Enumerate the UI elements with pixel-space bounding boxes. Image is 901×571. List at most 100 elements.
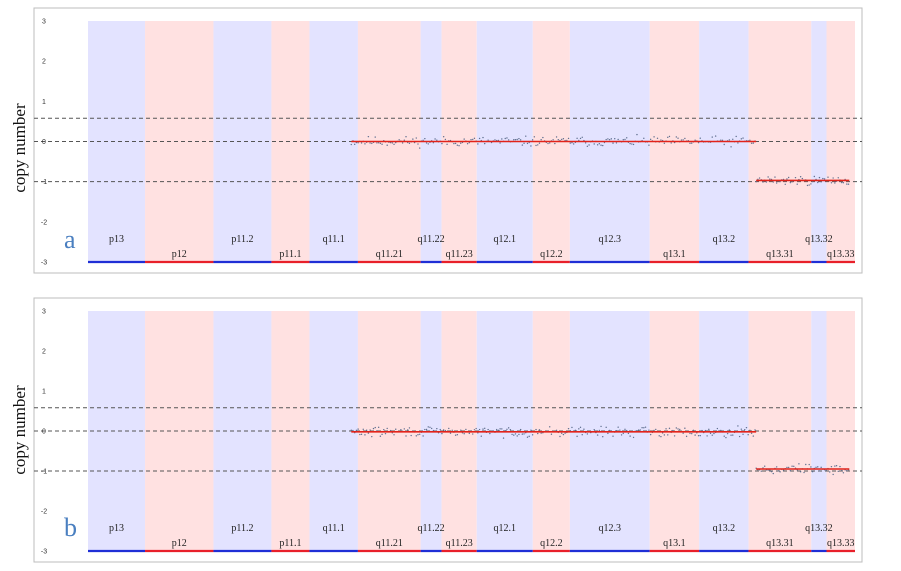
data-point — [842, 472, 845, 474]
data-point — [400, 429, 402, 431]
data-point — [622, 139, 624, 141]
data-point — [711, 136, 713, 138]
band-p11.2 — [213, 311, 272, 551]
y-tick-label: 1 — [42, 99, 46, 106]
data-point — [701, 429, 703, 432]
data-point — [480, 435, 482, 437]
data-point — [682, 432, 684, 434]
data-point — [837, 470, 839, 473]
data-point — [706, 435, 708, 437]
data-point — [477, 143, 479, 145]
data-point — [596, 144, 599, 146]
data-point — [818, 470, 821, 472]
data-point — [791, 181, 793, 183]
data-point — [675, 136, 678, 138]
data-point — [600, 144, 602, 146]
band-label-q12.1: q12.1 — [494, 523, 517, 534]
data-point — [525, 135, 527, 137]
data-point — [501, 428, 503, 430]
data-point — [578, 428, 580, 430]
data-point — [560, 432, 563, 434]
data-point — [531, 434, 534, 436]
data-point — [571, 426, 573, 429]
data-point — [806, 184, 809, 187]
data-point — [723, 435, 725, 437]
data-point — [466, 142, 469, 145]
band-label-q13.32: q13.32 — [805, 234, 833, 245]
data-point — [456, 144, 459, 146]
y-tick-label: 2 — [42, 349, 46, 356]
band-label-p12: p12 — [172, 249, 187, 260]
data-point — [709, 432, 712, 435]
data-point — [663, 434, 666, 436]
data-point — [649, 433, 652, 436]
data-point — [614, 138, 616, 140]
data-point — [752, 142, 755, 144]
data-point — [782, 469, 785, 471]
data-point — [422, 139, 424, 142]
data-point — [432, 429, 435, 432]
data-point — [360, 433, 363, 436]
band-label-p11.1: p11.1 — [279, 538, 301, 549]
data-point — [636, 133, 638, 136]
data-point — [752, 435, 755, 437]
data-point — [412, 138, 414, 140]
data-point — [557, 139, 559, 141]
data-point — [737, 142, 739, 144]
data-point — [598, 429, 601, 432]
data-point — [514, 433, 517, 435]
band-label-q13.31: q13.31 — [766, 538, 794, 549]
data-point — [365, 429, 368, 431]
band-label-q12.3: q12.3 — [599, 234, 622, 245]
data-point — [644, 426, 647, 428]
data-point — [364, 143, 366, 145]
data-point — [720, 139, 722, 141]
data-point — [458, 144, 460, 147]
data-point — [350, 429, 352, 431]
data-point — [629, 435, 631, 437]
data-point — [593, 143, 595, 145]
data-point — [386, 144, 388, 146]
data-point — [699, 434, 701, 437]
data-point — [357, 142, 359, 144]
data-point — [607, 138, 609, 140]
data-point — [762, 181, 764, 183]
data-point — [725, 436, 727, 439]
data-point — [677, 137, 679, 139]
data-point — [798, 463, 800, 465]
band-label-q11.22: q11.22 — [418, 523, 445, 534]
data-point — [449, 432, 452, 434]
data-point — [460, 142, 462, 144]
data-point — [472, 433, 474, 435]
data-point — [446, 143, 448, 146]
data-point — [723, 143, 725, 146]
data-point — [583, 428, 585, 430]
data-point — [389, 141, 392, 144]
data-point — [617, 138, 619, 141]
data-point — [554, 142, 556, 145]
data-point — [624, 138, 626, 141]
data-point — [811, 471, 814, 473]
data-point — [468, 141, 471, 144]
band-label-q12.1: q12.1 — [494, 234, 517, 245]
data-point — [487, 428, 489, 431]
data-point — [639, 429, 642, 431]
data-point — [839, 465, 841, 468]
data-point — [685, 435, 688, 438]
data-point — [668, 135, 671, 138]
data-point — [574, 429, 577, 432]
data-point — [830, 465, 833, 468]
data-point — [675, 427, 678, 429]
data-point — [658, 435, 660, 437]
data-point — [786, 466, 788, 469]
data-point — [579, 137, 582, 140]
data-point — [779, 471, 781, 473]
band-label-q11.23: q11.23 — [446, 538, 473, 549]
data-point — [605, 426, 607, 429]
band-label-q11.21: q11.21 — [376, 249, 403, 260]
data-point — [441, 142, 443, 145]
chart-panel-b: 3 2 1 0 -1 -2 -3 p13 p12 p11.2 p11.1 q11.1 q11.21 q11… — [10, 297, 863, 563]
data-point — [377, 426, 380, 429]
data-point — [506, 137, 508, 139]
data-point — [367, 135, 370, 138]
